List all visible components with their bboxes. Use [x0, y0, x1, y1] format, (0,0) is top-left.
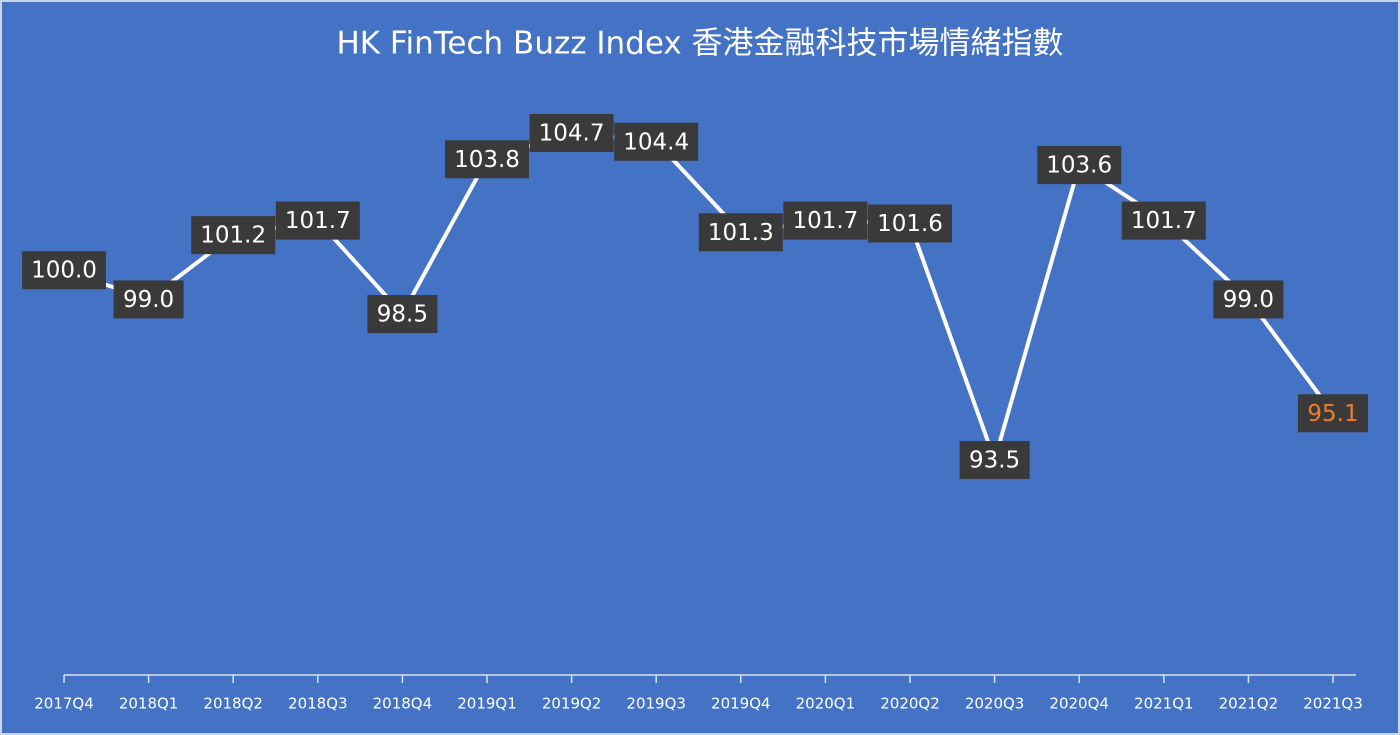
data-label: 103.6 [1046, 153, 1112, 179]
data-label-box [113, 280, 184, 319]
data-label-box [1213, 280, 1284, 319]
x-tick-label: 2021Q3 [1303, 695, 1363, 713]
data-label-box [529, 114, 614, 152]
data-label-box [1121, 201, 1206, 240]
data-label: 99.0 [123, 287, 174, 313]
x-tick-label: 2021Q2 [1219, 695, 1279, 713]
data-label: 101.6 [877, 211, 943, 237]
x-tick-label: 2018Q3 [288, 695, 348, 713]
data-label: 104.4 [623, 129, 689, 155]
data-label-box [783, 201, 868, 240]
data-label-box [614, 122, 699, 161]
x-tick-label: 2018Q1 [119, 695, 179, 713]
data-label: 100.0 [31, 258, 97, 284]
x-tick-label: 2017Q4 [34, 695, 94, 713]
data-label: 101.7 [285, 208, 351, 234]
x-tick-label: 2020Q1 [796, 695, 856, 713]
x-tick-label: 2019Q3 [626, 695, 686, 713]
data-label: 93.5 [969, 448, 1020, 474]
data-label: 103.8 [454, 147, 520, 173]
data-label: 98.5 [377, 302, 428, 328]
x-tick-label: 2021Q1 [1134, 695, 1194, 713]
x-tick-label: 2019Q4 [711, 695, 771, 713]
line [63, 131, 1335, 462]
data-label-box [22, 251, 106, 290]
x-tick-label: 2019Q1 [457, 695, 517, 713]
x-tick-label: 2018Q4 [373, 695, 433, 713]
data-label-box [445, 140, 529, 179]
data-label-box [191, 216, 276, 255]
data-label-box [1037, 146, 1122, 185]
data-label-box [1298, 394, 1368, 433]
data-label: 101.3 [708, 220, 774, 246]
x-tick-label: 2019Q2 [542, 695, 602, 713]
x-tick-label: 2018Q2 [203, 695, 263, 713]
data-label: 101.7 [792, 208, 858, 234]
x-tick-label: 2020Q3 [965, 695, 1025, 713]
x-tick-label: 2020Q2 [880, 695, 940, 713]
data-label-box [367, 295, 438, 334]
data-label: 101.2 [200, 223, 266, 249]
data-label: 101.7 [1131, 208, 1197, 234]
data-label: 104.7 [539, 121, 605, 147]
data-label-box [698, 213, 783, 252]
x-tick-label: 2020Q4 [1049, 695, 1109, 713]
chart-title: HK FinTech Buzz Index 香港金融科技市場情緒指數 [336, 26, 1063, 62]
data-label-box [275, 201, 360, 240]
data-label-box [868, 204, 952, 243]
data-label: 99.0 [1223, 287, 1274, 313]
data-label: 95.1 [1307, 401, 1358, 427]
data-label-box [959, 441, 1030, 479]
